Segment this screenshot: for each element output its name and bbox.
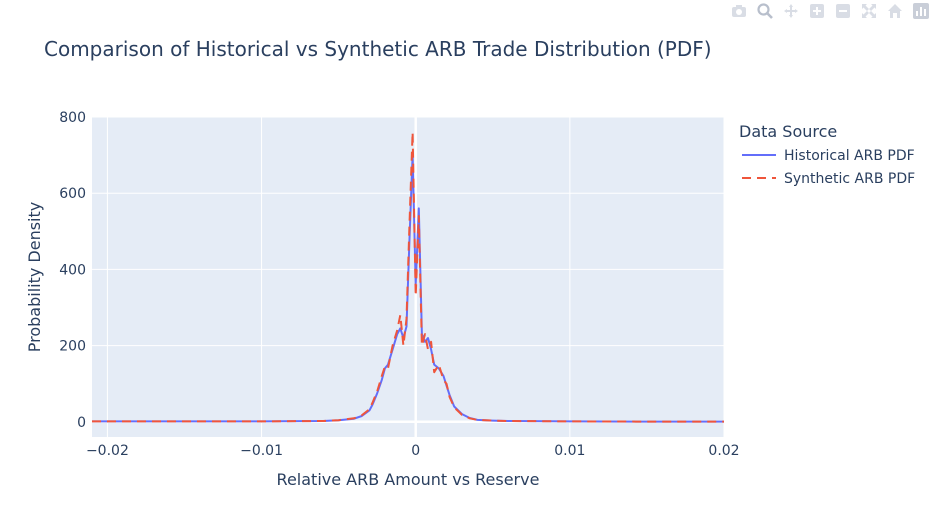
modebar	[730, 0, 936, 24]
x-tick-label: −0.02	[86, 443, 129, 459]
y-tick-label: 600	[59, 186, 86, 202]
x-axis-title: Relative ARB Amount vs Reserve	[277, 470, 540, 489]
legend: Data Source Historical ARB PDF Synthetic …	[739, 122, 915, 187]
y-tick-label: 800	[59, 110, 86, 126]
series-group	[92, 131, 724, 423]
y-tick-label: 0	[77, 415, 86, 431]
x-axis: −0.02 −0.01 0 0.01 0.02	[86, 443, 740, 459]
chart-title: Comparison of Historical vs Synthetic AR…	[44, 37, 712, 61]
zoom-out-icon[interactable]	[834, 2, 852, 20]
plotly-logo-icon[interactable]	[912, 2, 930, 20]
pan-icon[interactable]	[782, 2, 800, 20]
autoscale-icon[interactable]	[860, 2, 878, 20]
x-tick-label: 0	[411, 443, 420, 459]
legend-item-1[interactable]: Historical ARB PDF	[784, 148, 915, 164]
x-tick-label: 0.02	[708, 443, 739, 459]
x-tick-label: 0.01	[554, 443, 585, 459]
series-line-2[interactable]	[92, 131, 724, 423]
zoom-in-icon[interactable]	[808, 2, 826, 20]
home-icon[interactable]	[886, 2, 904, 20]
camera-icon[interactable]	[730, 2, 748, 20]
y-axis-title: Probability Density	[25, 202, 44, 353]
zoom-icon[interactable]	[756, 2, 774, 20]
x-tick-label: −0.01	[240, 443, 283, 459]
legend-title: Data Source	[739, 122, 837, 141]
y-tick-label: 200	[59, 339, 86, 355]
y-tick-label: 400	[59, 262, 86, 278]
legend-item-2[interactable]: Synthetic ARB PDF	[784, 171, 915, 187]
y-axis: 0 200 400 600 800	[59, 110, 86, 431]
